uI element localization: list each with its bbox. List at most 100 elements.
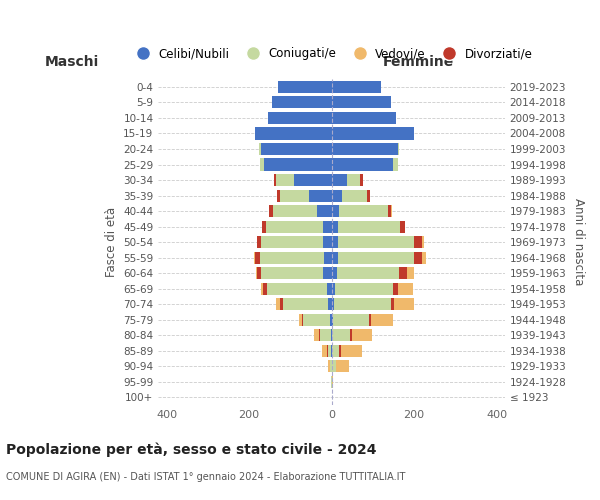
Bar: [332, 158, 394, 170]
Bar: [332, 174, 347, 186]
Bar: [361, 174, 362, 186]
Bar: [277, 190, 280, 202]
Bar: [256, 267, 257, 279]
Bar: [263, 282, 267, 295]
Bar: [332, 252, 338, 264]
Bar: [332, 329, 350, 342]
Bar: [332, 220, 338, 232]
Bar: [332, 96, 391, 108]
Text: Popolazione per età, sesso e stato civile - 2024: Popolazione per età, sesso e stato civil…: [6, 442, 377, 457]
Bar: [332, 298, 334, 310]
Bar: [326, 282, 332, 295]
Bar: [338, 345, 341, 357]
Bar: [414, 252, 422, 264]
Bar: [394, 282, 398, 295]
Legend: Celibi/Nubili, Coniugati/e, Vedovi/e, Divorziati/e: Celibi/Nubili, Coniugati/e, Vedovi/e, Di…: [126, 42, 537, 65]
Bar: [337, 267, 399, 279]
Bar: [332, 314, 333, 326]
Bar: [332, 267, 337, 279]
Bar: [332, 81, 381, 93]
Bar: [317, 205, 332, 217]
Bar: [272, 96, 332, 108]
Bar: [338, 252, 414, 264]
Bar: [276, 174, 295, 186]
Bar: [314, 329, 319, 342]
Bar: [338, 220, 400, 232]
Bar: [342, 190, 367, 202]
Bar: [332, 360, 336, 372]
Bar: [332, 190, 342, 202]
Bar: [332, 236, 338, 248]
Bar: [332, 128, 414, 140]
Bar: [266, 220, 323, 232]
Bar: [323, 220, 332, 232]
Bar: [371, 314, 392, 326]
Bar: [278, 81, 332, 93]
Bar: [336, 360, 349, 372]
Bar: [404, 220, 406, 232]
Bar: [350, 329, 352, 342]
Bar: [332, 205, 339, 217]
Bar: [398, 143, 399, 155]
Bar: [399, 267, 407, 279]
Bar: [262, 267, 323, 279]
Bar: [347, 174, 361, 186]
Text: Maschi: Maschi: [44, 56, 99, 70]
Bar: [262, 143, 332, 155]
Bar: [257, 267, 262, 279]
Bar: [391, 205, 392, 217]
Bar: [274, 174, 276, 186]
Bar: [328, 298, 332, 310]
Y-axis label: Fasce di età: Fasce di età: [105, 207, 118, 277]
Bar: [339, 205, 388, 217]
Bar: [335, 282, 394, 295]
Bar: [328, 360, 330, 372]
Bar: [407, 267, 414, 279]
Bar: [260, 252, 324, 264]
Bar: [391, 298, 394, 310]
Bar: [414, 236, 422, 248]
Bar: [334, 298, 391, 310]
Bar: [400, 220, 404, 232]
Bar: [260, 282, 263, 295]
Bar: [259, 143, 262, 155]
Bar: [322, 345, 327, 357]
Bar: [324, 252, 332, 264]
Bar: [277, 298, 280, 310]
Bar: [330, 360, 332, 372]
Text: Femmine: Femmine: [383, 56, 454, 70]
Bar: [341, 345, 362, 357]
Bar: [388, 205, 391, 217]
Bar: [332, 376, 333, 388]
Bar: [327, 345, 328, 357]
Bar: [369, 314, 371, 326]
Bar: [257, 236, 262, 248]
Bar: [333, 314, 369, 326]
Bar: [320, 329, 331, 342]
Bar: [338, 236, 414, 248]
Bar: [328, 345, 331, 357]
Bar: [260, 158, 263, 170]
Bar: [280, 298, 283, 310]
Bar: [299, 314, 302, 326]
Bar: [268, 112, 332, 124]
Bar: [272, 205, 317, 217]
Bar: [309, 190, 332, 202]
Bar: [319, 329, 320, 342]
Bar: [422, 236, 424, 248]
Bar: [332, 345, 338, 357]
Bar: [254, 252, 256, 264]
Bar: [256, 252, 260, 264]
Bar: [256, 128, 332, 140]
Bar: [398, 282, 413, 295]
Bar: [331, 329, 332, 342]
Bar: [303, 314, 330, 326]
Text: COMUNE DI AGIRA (EN) - Dati ISTAT 1° gennaio 2024 - Elaborazione TUTTITALIA.IT: COMUNE DI AGIRA (EN) - Dati ISTAT 1° gen…: [6, 472, 406, 482]
Bar: [394, 298, 413, 310]
Y-axis label: Anni di nascita: Anni di nascita: [572, 198, 585, 286]
Bar: [280, 190, 309, 202]
Bar: [332, 143, 398, 155]
Bar: [267, 282, 326, 295]
Bar: [262, 220, 266, 232]
Bar: [422, 252, 427, 264]
